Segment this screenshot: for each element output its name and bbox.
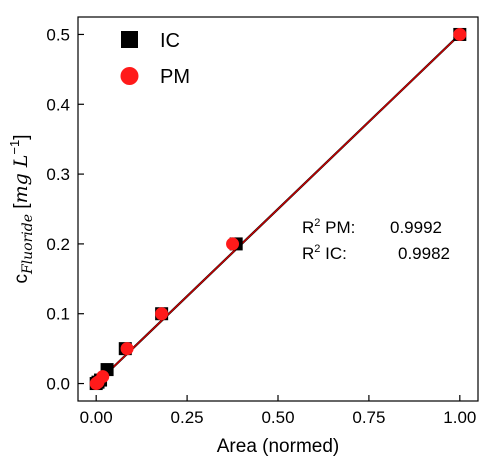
y-tick-label: 0.4 — [46, 95, 70, 114]
data-point-pm — [155, 307, 169, 321]
y-tick-label: 0.5 — [46, 25, 70, 44]
y-axis-label-open: [ — [11, 203, 32, 214]
y-axis-label-main: c — [11, 274, 32, 284]
data-point-pm — [453, 27, 467, 41]
x-tick-label: 1.00 — [443, 408, 476, 427]
x-tick-label: 0.75 — [352, 408, 385, 427]
y-axis-label-close: ] — [11, 134, 32, 139]
y-tick-label: 0.3 — [46, 165, 70, 184]
x-axis-label: Area (normed) — [217, 436, 340, 457]
legend-marker-pm — [120, 67, 139, 85]
legend-marker-ic — [121, 31, 138, 48]
plot-marks — [89, 27, 467, 391]
y-axis-label-unit: mg L — [10, 155, 32, 204]
y-axis-label-subscript: Fluoride — [20, 214, 36, 275]
y-axis-ticks: 0.0 0.1 0.2 0.3 0.4 0.5 — [46, 25, 84, 394]
annotation-r2: R2 PM: 0.9992 R2 IC: 0.9982 — [302, 217, 450, 263]
fit-line-pm — [95, 33, 461, 385]
legend-label-ic: IC — [160, 30, 180, 52]
x-axis-ticks: 0.00 0.25 0.50 0.75 1.00 — [80, 395, 476, 427]
data-point-pm — [226, 237, 240, 251]
y-tick-label: 0.2 — [46, 235, 70, 254]
annotation-r2-pm: R2 PM: 0.9992 — [302, 217, 442, 237]
y-axis-label-unit-exp: −1 — [7, 140, 22, 155]
x-tick-label: 0.50 — [261, 408, 294, 427]
y-tick-label: 0.0 — [46, 375, 70, 394]
y-axis-label: cFluoride [mg L−1] — [7, 134, 36, 283]
x-tick-label: 0.00 — [80, 408, 113, 427]
annotation-r2-ic: R2 IC: 0.9982 — [302, 243, 450, 263]
legend: IC PM — [120, 30, 190, 88]
legend-label-pm: PM — [160, 66, 190, 88]
data-point-pm — [96, 370, 110, 384]
data-point-pm — [120, 342, 134, 356]
x-tick-label: 0.25 — [171, 408, 204, 427]
y-tick-label: 0.1 — [46, 305, 70, 324]
